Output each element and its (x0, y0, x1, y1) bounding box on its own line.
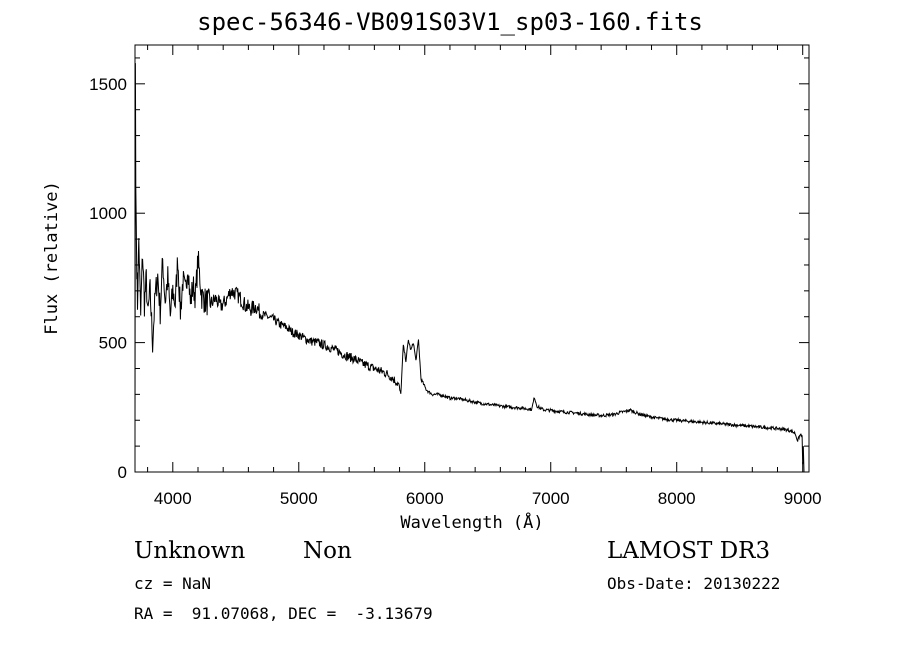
y-tick-label: 1000 (89, 204, 127, 223)
x-tick-label: 8000 (658, 489, 696, 508)
y-tick-label: 1500 (89, 75, 127, 94)
object-subclass-label: Non (303, 538, 352, 564)
axis-ticks (135, 45, 809, 473)
chart-title: spec-56346-VB091S03V1_sp03-160.fits (197, 8, 703, 36)
obs-date-label: Obs-Date: 20130222 (607, 574, 781, 593)
x-tick-label: 9000 (784, 489, 822, 508)
coordinates-label: RA = 91.07068, DEC = -3.13679 (134, 604, 433, 623)
y-tick-label: 500 (99, 334, 127, 353)
axis-tick-labels: 4000 5000 6000 7000 8000 9000 0 500 1000 1500 (89, 75, 821, 508)
x-tick-label: 5000 (280, 489, 318, 508)
y-tick-label: 0 (118, 463, 127, 482)
x-tick-label: 7000 (532, 489, 570, 508)
plot-frame (134, 44, 810, 473)
x-tick-label: 4000 (154, 489, 192, 508)
x-axis-label: Wavelength (Å) (400, 511, 543, 533)
redshift-label: cz = NaN (134, 574, 212, 593)
x-tick-label: 6000 (406, 489, 444, 508)
object-class-label: Unknown (134, 538, 246, 564)
y-axis-label: Flux (relative) (42, 181, 62, 335)
survey-label: LAMOST DR3 (607, 538, 771, 564)
spectrum-flux-line (134, 63, 805, 473)
